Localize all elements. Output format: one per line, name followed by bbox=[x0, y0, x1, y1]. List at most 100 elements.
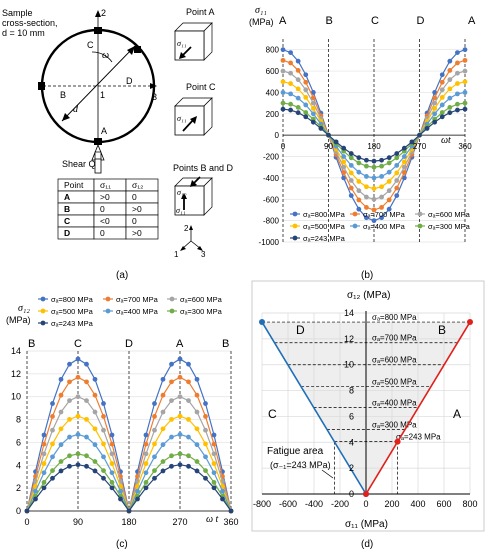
panel-c-point bbox=[33, 496, 38, 502]
panel-b-point bbox=[310, 119, 316, 125]
panel-b-label: (b) bbox=[361, 270, 373, 281]
panel-c-point bbox=[109, 480, 115, 485]
panel-c-point bbox=[67, 434, 72, 440]
panel-c-point bbox=[177, 413, 183, 419]
region-label-b: B bbox=[438, 323, 446, 337]
panel-d-level-label: σₐ=300 MPa bbox=[372, 420, 417, 429]
panel-c-point bbox=[50, 414, 55, 419]
panel-c-point bbox=[75, 462, 81, 468]
cube-a-stress-arrowhead bbox=[179, 52, 186, 59]
element-point-c: Point C σ₁₁ bbox=[174, 82, 216, 136]
panel-c-point bbox=[101, 475, 106, 481]
panel-b-point bbox=[371, 164, 377, 170]
panel-b-point bbox=[295, 67, 301, 73]
panel-b-point bbox=[280, 100, 286, 106]
panel-b-point bbox=[371, 207, 377, 213]
panel-c-point bbox=[67, 379, 72, 385]
panel-c-sigma12-chart: 0 2 4 6 8 10 12 14 0 90 180 270 360 B C D A B σₐ=800 MPa… bbox=[6, 295, 239, 550]
panel-b-point bbox=[401, 164, 407, 170]
panel-c-point bbox=[101, 454, 106, 460]
legend-b-swatch-dot bbox=[417, 211, 423, 217]
panel-b-ytick: -400 bbox=[263, 174, 280, 183]
panel-b-legend: σₐ=800 MPa σₐ=700 MPa σₐ=600 MPa σₐ=500 MPa… bbox=[290, 210, 471, 243]
panel-b-point bbox=[401, 175, 407, 181]
panel-b-point bbox=[295, 58, 301, 64]
panel-d-ytick: 4 bbox=[349, 437, 354, 447]
label-point-b: B bbox=[60, 90, 66, 100]
panel-b-point bbox=[432, 100, 438, 106]
panel-b-point bbox=[401, 154, 407, 159]
legend-b-entry: σₐ=600 MPa bbox=[428, 210, 471, 219]
panel-b-point bbox=[439, 102, 445, 108]
triad-label-1: 1 bbox=[174, 250, 179, 259]
panel-c-point bbox=[109, 470, 115, 476]
panel-d-xtick: 800 bbox=[462, 499, 477, 509]
panel-c-point bbox=[160, 442, 166, 448]
panel-b-point bbox=[348, 178, 354, 183]
panel-b-point bbox=[303, 87, 309, 93]
panel-c-point bbox=[92, 468, 98, 474]
panel-c-point bbox=[211, 470, 217, 476]
table-cell: A bbox=[64, 192, 70, 202]
panel-c-point bbox=[101, 468, 106, 473]
coordinate-triad: 2 3 1 bbox=[174, 224, 206, 259]
panel-b-point bbox=[386, 197, 392, 203]
panel-b-point bbox=[432, 119, 438, 125]
panel-c-point bbox=[92, 392, 98, 398]
panel-c-point bbox=[160, 459, 166, 464]
legend-b-swatch-dot bbox=[417, 223, 423, 229]
panel-c-point bbox=[58, 409, 64, 415]
panel-c-point bbox=[75, 451, 81, 457]
panel-c-label: (c) bbox=[116, 539, 128, 550]
panel-b-point bbox=[288, 107, 293, 113]
panel-c-ytick: 10 bbox=[11, 392, 21, 402]
panel-b-point bbox=[280, 90, 286, 95]
region-label-c: C bbox=[268, 407, 277, 421]
panel-b-point bbox=[447, 58, 453, 64]
panel-b-point bbox=[364, 184, 369, 190]
panel-b-point bbox=[432, 106, 438, 111]
legend-c-swatch-dot bbox=[169, 296, 175, 302]
panel-c-point bbox=[50, 454, 55, 460]
panel-d-xtick: 200 bbox=[384, 499, 399, 509]
panel-c-point bbox=[211, 480, 217, 485]
panel-c-point bbox=[186, 361, 191, 367]
panel-b-point bbox=[386, 155, 392, 161]
panel-c-point-letter: B bbox=[28, 338, 35, 350]
panel-b-point bbox=[424, 126, 430, 131]
panel-c-point bbox=[177, 451, 183, 457]
panel-b-point bbox=[371, 158, 377, 164]
table-cell: 0 bbox=[100, 204, 105, 214]
panel-b-point bbox=[341, 170, 347, 175]
panel-c-point bbox=[84, 434, 89, 440]
legend-b-entry: σₐ=243 MPa bbox=[303, 234, 346, 243]
panel-c-point bbox=[41, 470, 47, 476]
panel-c-point bbox=[24, 508, 30, 514]
panel-b-point bbox=[371, 175, 377, 181]
cube-bd-sigma11-label: σ₁₁ bbox=[176, 206, 186, 215]
triad-arrow-3 bbox=[197, 246, 203, 251]
panel-c-point bbox=[58, 426, 64, 432]
panel-b-point bbox=[439, 72, 445, 78]
panel-c-point bbox=[67, 416, 72, 422]
panel-b-point bbox=[432, 90, 438, 95]
panel-c-point bbox=[203, 475, 208, 481]
panel-c-point-letter: A bbox=[176, 338, 184, 350]
panel-b-point bbox=[348, 193, 354, 198]
legend-c-entry: σₐ=600 MPa bbox=[180, 295, 223, 304]
panel-c-point bbox=[84, 453, 89, 459]
panel-b-point bbox=[288, 70, 293, 76]
panel-c-xtick: 360 bbox=[223, 517, 238, 527]
panel-c-point bbox=[220, 496, 225, 502]
panel-c-point bbox=[41, 441, 47, 447]
cube-bd-front bbox=[174, 185, 205, 216]
panel-c-point bbox=[211, 451, 217, 457]
element-title-c: Point C bbox=[186, 82, 216, 92]
legend-c-swatch-dot bbox=[105, 296, 111, 302]
panel-a-schematic: Sample cross-section, d = 10 mm 2 3 C A … bbox=[2, 7, 234, 281]
panel-b-ylabel: σ₁₁ bbox=[255, 5, 267, 16]
table-cell-border bbox=[93, 202, 127, 216]
panel-b-point bbox=[379, 215, 384, 221]
